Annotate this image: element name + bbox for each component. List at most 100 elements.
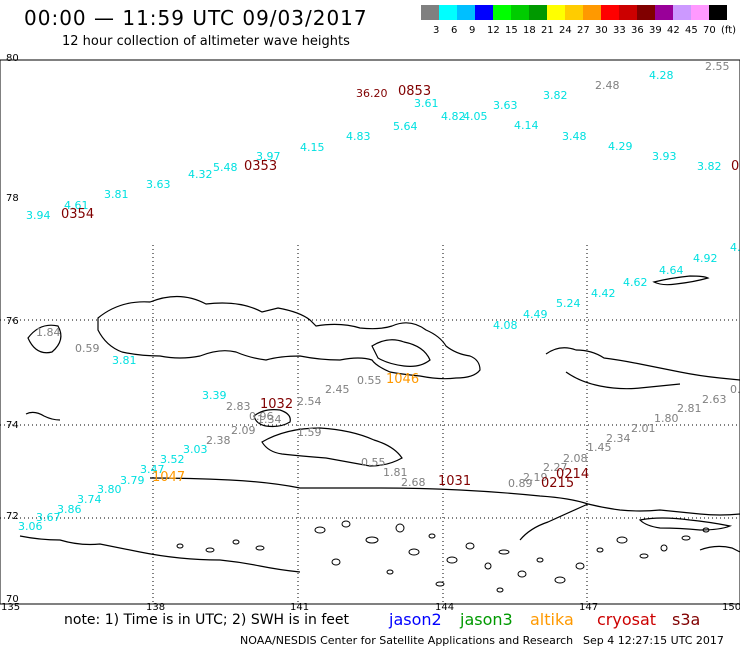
- pass-time-label: 0853: [398, 84, 432, 99]
- wave-height-value: 4.: [730, 241, 740, 254]
- wave-height-value: 3.48: [562, 130, 587, 143]
- wave-height-value: 2.83: [226, 400, 251, 413]
- wave-height-value: 3.63: [493, 99, 518, 112]
- wave-height-value: 4.42: [591, 287, 616, 300]
- wave-height-value: 5.48: [213, 161, 238, 174]
- legend-label: 70: [703, 25, 716, 36]
- legend-swatch: [565, 5, 583, 20]
- legend-swatch: [637, 5, 655, 20]
- wave-height-value: 1.81: [383, 466, 408, 479]
- legend-swatch: [691, 5, 709, 20]
- legend-label: 24: [559, 25, 572, 36]
- longitude-label: 144: [435, 602, 455, 613]
- wave-height-value: 4.05: [463, 110, 488, 123]
- wave-height-value: 2.19: [523, 471, 548, 484]
- wave-height-value: 3.67: [36, 511, 61, 524]
- longitude-label: 150: [722, 602, 740, 613]
- wave-height-value: 2.54: [297, 395, 322, 408]
- wave-height-value: 4.29: [608, 140, 633, 153]
- wave-height-value: 3.03: [183, 443, 208, 456]
- legend-label: (ft): [721, 25, 737, 36]
- wave-height-value: 3.86: [57, 503, 82, 516]
- legend-swatch: [493, 5, 511, 20]
- pass-time-label: 0354: [61, 207, 95, 222]
- wave-height-value: 0.89: [508, 477, 533, 490]
- pass-time-label: 0353: [244, 159, 278, 174]
- wave-height-value: 2.55: [705, 60, 730, 73]
- legend-label: 3: [433, 25, 440, 36]
- longitude-label: 135: [1, 602, 21, 613]
- pass-time-label: 1031: [438, 474, 472, 489]
- wave-height-value: 1.34: [257, 413, 282, 426]
- wave-height-value: 2.38: [206, 434, 231, 447]
- wave-height-value: 3.52: [160, 453, 185, 466]
- wave-height-value: 3.39: [202, 389, 227, 402]
- legend-swatch: [421, 5, 439, 20]
- footnote: note: 1) Time is in UTC; 2) SWH is in fe…: [64, 612, 350, 628]
- legend-swatch: [547, 5, 565, 20]
- wave-height-value: 0.59: [75, 342, 100, 355]
- legend-swatch: [439, 5, 457, 20]
- pass-time-label: 1047: [152, 470, 186, 485]
- wave-height-value: 1.80: [654, 412, 679, 425]
- wave-height-value: 2.63: [702, 393, 727, 406]
- latitude-label: 76: [6, 316, 19, 327]
- graticule: [0, 245, 740, 604]
- latitude-label: 70: [6, 594, 19, 605]
- wave-height-value: 3.80: [97, 483, 122, 496]
- wave-height-value: 0.55: [361, 456, 386, 469]
- map-title: 00:00 — 11:59 UTC 09/03/2017: [24, 6, 368, 30]
- legend-swatch: [601, 5, 619, 20]
- wave-height-value: 5.64: [393, 120, 418, 133]
- pass-time-label: 0214: [556, 467, 590, 482]
- pass-time-label: 0215: [541, 476, 575, 491]
- wave-height-value: 2.45: [325, 383, 350, 396]
- legend-swatch: [457, 5, 475, 20]
- wave-height-value: 3.63: [146, 178, 171, 191]
- wave-height-value: 2.81: [677, 402, 702, 415]
- coastlines: [19, 275, 740, 573]
- legend-label: 39: [649, 25, 662, 36]
- latitude-label: 80: [6, 53, 19, 64]
- legend-label: 6: [451, 25, 458, 36]
- legend-label: 27: [577, 25, 590, 36]
- legend-label: 9: [469, 25, 476, 36]
- timestamp: Sep 4 12:27:15 UTC 2017: [583, 634, 724, 647]
- wave-height-value: 5.24: [556, 297, 581, 310]
- legend-swatch: [673, 5, 691, 20]
- longitude-label: 141: [290, 602, 310, 613]
- wave-height-value: 3.79: [120, 474, 145, 487]
- wave-height-value: 0.96: [249, 410, 274, 423]
- wave-height-value: 2.08: [563, 452, 588, 465]
- legend-label: 42: [667, 25, 680, 36]
- wave-height-value: 2.68: [401, 476, 426, 489]
- wave-height-value: 3.81: [112, 354, 137, 367]
- wave-height-value: 3.61: [414, 97, 439, 110]
- wave-height-value: 1.45: [587, 441, 612, 454]
- wave-height-value: 0.55: [357, 374, 382, 387]
- small-islands: [176, 520, 710, 593]
- wave-height-value: 3.81: [104, 188, 129, 201]
- legend-label: 15: [505, 25, 518, 36]
- legend-swatch: [583, 5, 601, 20]
- map-frame: [0, 59, 740, 605]
- latitude-label: 78: [6, 193, 19, 204]
- legend-label: 18: [523, 25, 536, 36]
- wave-height-value: 4.64: [659, 264, 684, 277]
- wave-height-value: 0.5: [730, 383, 740, 396]
- wave-height-value: 2.09: [231, 424, 256, 437]
- wave-height-value: 3.82: [697, 160, 722, 173]
- wave-height-value: 36.20: [356, 87, 388, 100]
- pass-time-label: 0: [731, 159, 740, 174]
- longitude-label: 138: [146, 602, 166, 613]
- wave-height-value: 4.49: [523, 308, 548, 321]
- wave-height-value: 1.84: [36, 326, 61, 339]
- satellite-altika: altika: [530, 610, 574, 629]
- wave-height-value: 2.27: [543, 461, 568, 474]
- wave-height-value: 4.83: [346, 130, 371, 143]
- legend-label: 12: [487, 25, 500, 36]
- wave-height-value: 3.82: [543, 89, 568, 102]
- legend-swatch: [511, 5, 529, 20]
- wave-height-value: 3.97: [256, 150, 281, 163]
